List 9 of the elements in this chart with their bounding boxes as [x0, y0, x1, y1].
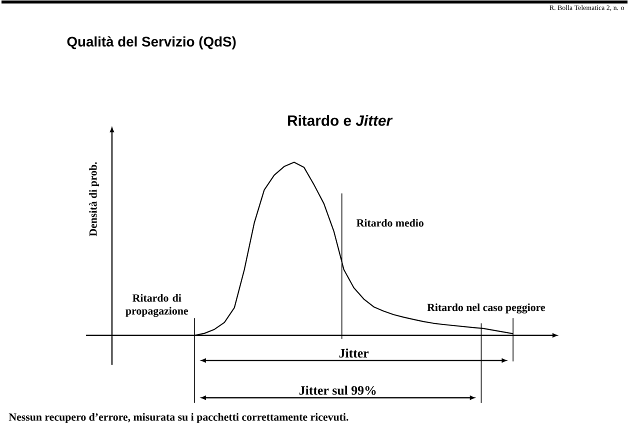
chart-title: Qualità del Servizio (QdS): [67, 36, 236, 50]
chart-subtitle: Ritardo e Jitter: [288, 115, 393, 126]
text: Ritardo di propagazione: [126, 294, 188, 317]
annotation: Ritardo nel caso peggiore: [427, 304, 546, 314]
text: Jitter: [339, 348, 369, 358]
text: Jitter sul 99%: [299, 386, 376, 395]
text: Nessun recupero d’errore, misurata su i pacchetti correttamente ricevuti.: [8, 413, 348, 423]
text: Densità di prob.: [89, 162, 100, 236]
annotation: Ritardo medio: [356, 219, 424, 227]
